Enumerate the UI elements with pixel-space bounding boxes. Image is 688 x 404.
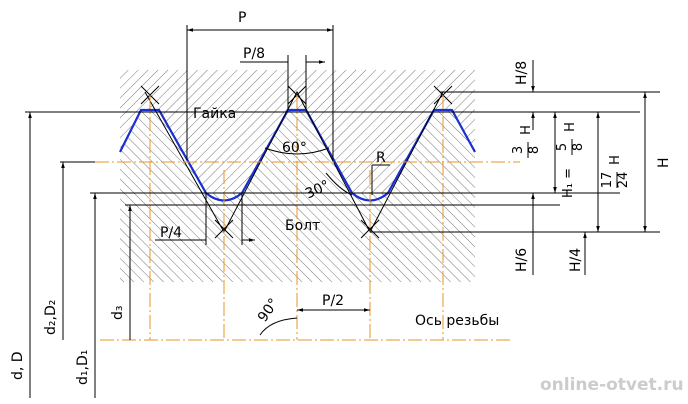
label: d, D — [10, 351, 26, 380]
label: d₂,D₂ — [43, 300, 59, 335]
fraction-part: 3 — [511, 146, 526, 154]
fraction-part: 5 — [555, 143, 570, 151]
fraction-part: H — [608, 155, 623, 165]
label: H/8 — [514, 61, 530, 85]
fraction-part: H — [563, 122, 578, 132]
label: H/6 — [514, 248, 530, 272]
label: H — [656, 157, 672, 168]
label: P/8 — [243, 46, 265, 62]
label: Болт — [285, 218, 320, 234]
label: 60° — [282, 140, 307, 156]
fraction-part: 8 — [527, 146, 542, 154]
fraction-part: 8 — [571, 143, 586, 151]
thread-profile — [119, 108, 476, 202]
fraction-part: H₁ = — [561, 168, 576, 198]
fraction-part: 17 — [600, 172, 615, 189]
label: P/2 — [322, 293, 344, 309]
fraction-part: 24 — [616, 172, 631, 189]
center-lines — [95, 95, 520, 341]
label: P — [238, 10, 246, 26]
label: R — [376, 150, 386, 166]
label: Ось резьбы — [415, 313, 499, 329]
label: H/4 — [568, 248, 584, 272]
watermark: online-otvet.ru — [540, 375, 684, 395]
label: Гайка — [193, 106, 236, 122]
label: d₁,D₁ — [75, 350, 91, 385]
label: P/4 — [160, 225, 182, 241]
label: d₃ — [110, 306, 126, 321]
dimension-lines — [25, 25, 660, 398]
label: 90° — [255, 296, 282, 326]
fraction-part: H — [519, 125, 534, 135]
